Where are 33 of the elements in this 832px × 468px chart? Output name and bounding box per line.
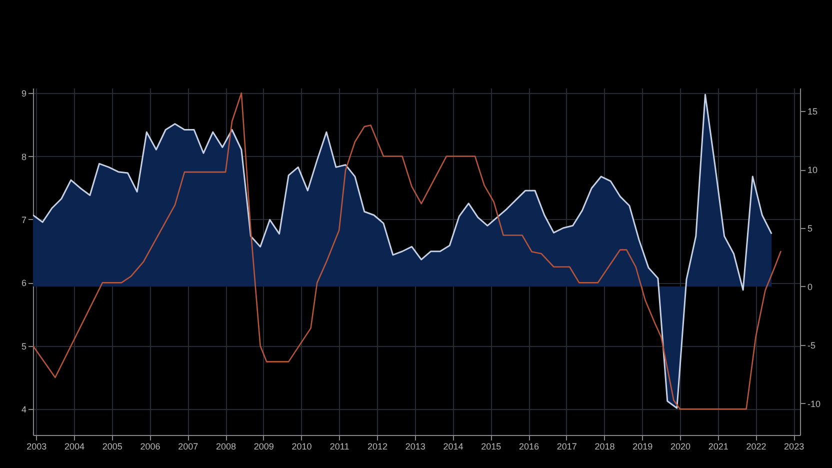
y-tick-label: 8	[21, 152, 26, 162]
y2-tick-label: -10	[808, 398, 821, 409]
y2-tick-label: 15	[808, 106, 818, 117]
x-tick-label: 2010	[292, 442, 312, 452]
x-tick-label: 2004	[64, 442, 85, 452]
x-tick-label: 2019	[632, 442, 653, 452]
y2-tick-label: 10	[808, 165, 818, 176]
x-tick-label: 2006	[140, 442, 160, 452]
y2-tick-label: 5	[808, 223, 813, 234]
y-tick-label: 6	[21, 278, 26, 288]
x-tick-label: 2022	[746, 442, 766, 452]
x-tick-label: 2011	[330, 442, 350, 452]
y-tick-label: 7	[21, 214, 26, 225]
x-tick-label: 2003	[26, 442, 47, 452]
x-tick-label: 2009	[254, 442, 274, 452]
y2-tick-label: 0	[808, 282, 813, 292]
x-tick-label: 2005	[102, 442, 122, 452]
x-tick-label: 2008	[216, 442, 236, 452]
x-tick-label: 2021	[708, 442, 728, 452]
x-tick-label: 2012	[368, 442, 388, 452]
y2-tick-label: -5	[808, 340, 816, 350]
x-tick-label: 2013	[405, 442, 426, 452]
y-tick-label: 5	[21, 341, 26, 352]
y-tick-label: 9	[21, 88, 26, 99]
x-tick-label: 2016	[519, 442, 540, 452]
x-tick-label: 2018	[594, 442, 615, 452]
x-tick-label: 2017	[556, 442, 577, 452]
y-tick-label: 4	[21, 404, 26, 415]
x-tick-label: 2007	[178, 442, 198, 452]
x-tick-label: 2020	[670, 442, 691, 452]
x-tick-label: 2015	[481, 442, 502, 452]
x-tick-label: 2014	[443, 442, 464, 452]
x-tick-label: 2023	[784, 442, 804, 452]
